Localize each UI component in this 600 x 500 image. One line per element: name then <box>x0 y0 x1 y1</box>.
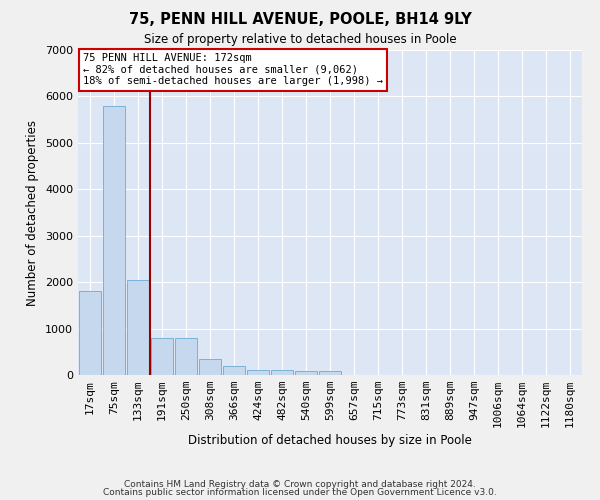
Bar <box>295 371 317 375</box>
X-axis label: Distribution of detached houses by size in Poole: Distribution of detached houses by size … <box>188 434 472 447</box>
Bar <box>223 366 245 375</box>
Text: Contains public sector information licensed under the Open Government Licence v3: Contains public sector information licen… <box>103 488 497 497</box>
Bar <box>79 292 101 375</box>
Bar <box>103 106 125 375</box>
Bar <box>127 280 149 375</box>
Text: 75, PENN HILL AVENUE, POOLE, BH14 9LY: 75, PENN HILL AVENUE, POOLE, BH14 9LY <box>128 12 472 28</box>
Text: Size of property relative to detached houses in Poole: Size of property relative to detached ho… <box>143 32 457 46</box>
Bar <box>199 359 221 375</box>
Text: Contains HM Land Registry data © Crown copyright and database right 2024.: Contains HM Land Registry data © Crown c… <box>124 480 476 489</box>
Bar <box>175 338 197 375</box>
Y-axis label: Number of detached properties: Number of detached properties <box>26 120 40 306</box>
Bar <box>247 370 269 375</box>
Bar <box>151 338 173 375</box>
Bar <box>271 370 293 375</box>
Bar <box>319 372 341 375</box>
Text: 75 PENN HILL AVENUE: 172sqm
← 82% of detached houses are smaller (9,062)
18% of : 75 PENN HILL AVENUE: 172sqm ← 82% of det… <box>83 53 383 86</box>
